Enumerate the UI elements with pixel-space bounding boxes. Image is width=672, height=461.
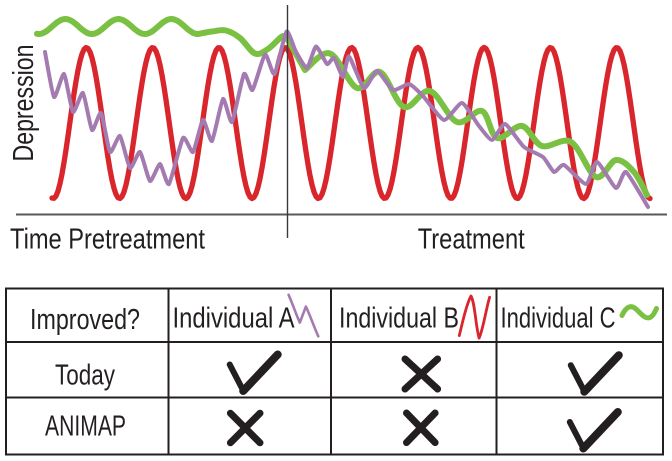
svg-text:Individual B: Individual B	[339, 303, 459, 335]
svg-text:Individual C: Individual C	[501, 303, 616, 335]
svg-text:Improved?: Improved?	[30, 304, 140, 336]
svg-text:Depression: Depression	[8, 45, 40, 162]
svg-text:Time Pretreatment: Time Pretreatment	[10, 224, 205, 256]
svg-text:Today: Today	[55, 360, 115, 392]
svg-text:Treatment: Treatment	[418, 224, 525, 256]
svg-text:Individual A: Individual A	[173, 303, 296, 335]
svg-text:ANIMAP: ANIMAP	[45, 411, 126, 443]
